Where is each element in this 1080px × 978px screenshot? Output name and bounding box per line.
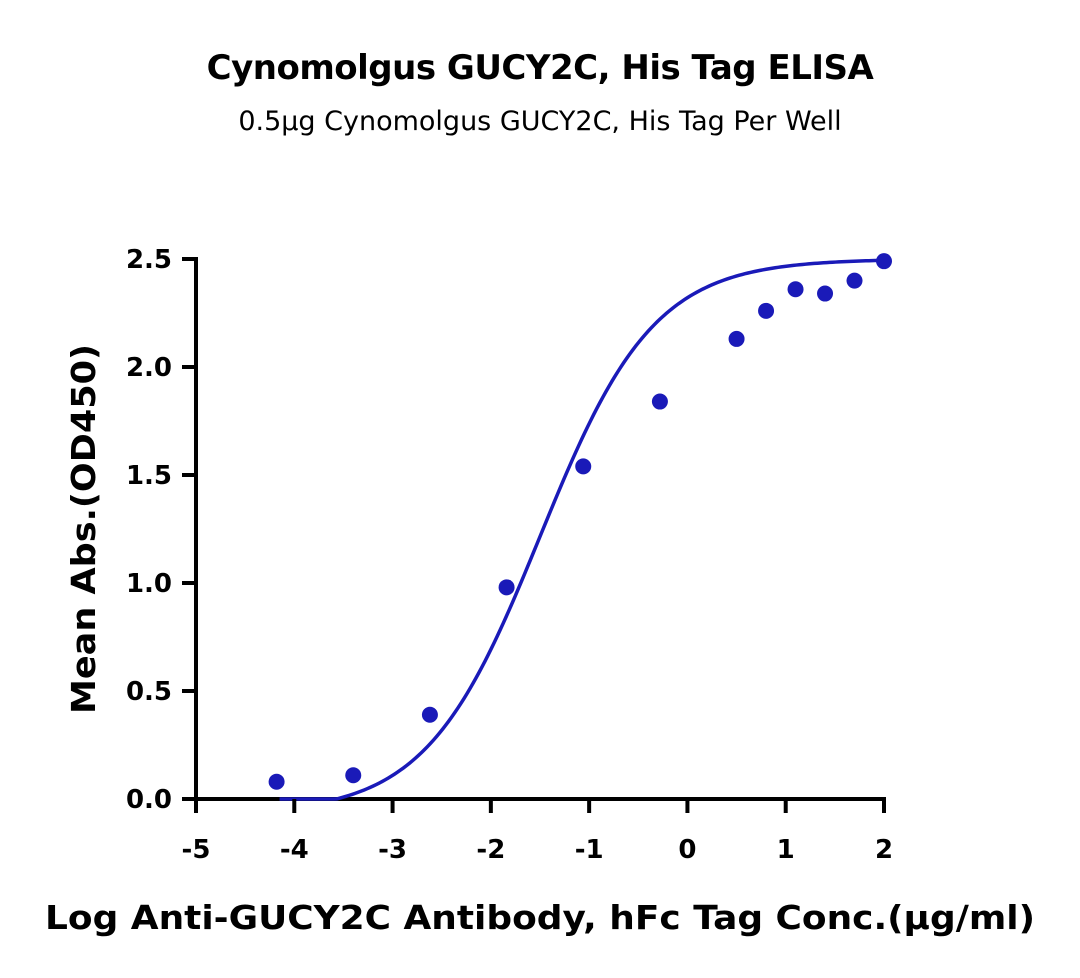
y-tick-label: 0.0 [126,785,172,815]
data-points-layer [268,253,892,790]
x-tick-label: 2 [875,835,893,865]
y-tick-label: 1.5 [126,461,172,491]
x-tick-label: -3 [378,835,407,865]
axes [194,257,886,801]
y-tick-label: 0.5 [126,677,172,707]
y-tick-label: 2.0 [126,353,172,383]
chart-title: Cynomolgus GUCY2C, His Tag ELISA [206,48,874,88]
x-tick-label: -5 [182,835,211,865]
x-axis-title: Log Anti-GUCY2C Antibody, hFc Tag Conc.(… [45,898,1035,937]
data-point [787,281,804,298]
data-point [498,579,515,596]
x-tick-label: -4 [280,835,309,865]
data-point [345,767,362,784]
fit-curve-layer [279,258,885,801]
y-tick-label: 1.0 [126,569,172,599]
x-tick-label: -2 [476,835,505,865]
data-point [268,773,285,790]
data-point [846,272,863,289]
data-point [651,393,668,410]
data-point [728,330,745,347]
fit-curve [279,258,885,801]
x-tick-label: -1 [575,835,604,865]
data-point [817,285,834,302]
ticks-layer: -5 -4 -3 -2 -1 0 1 2 0.0 0.5 1.0 1.5 2.0 2.5 [126,245,893,865]
y-axis-title: Mean Abs.(OD450) [64,344,103,714]
data-point [876,253,892,270]
data-point [758,302,775,319]
x-tick-label: 0 [678,835,696,865]
data-point [421,706,438,723]
y-tick-label: 2.5 [126,245,172,275]
chart-subtitle: 0.5μg Cynomolgus GUCY2C, His Tag Per Wel… [238,106,842,137]
data-point [575,458,592,475]
x-tick-label: 1 [777,835,795,865]
